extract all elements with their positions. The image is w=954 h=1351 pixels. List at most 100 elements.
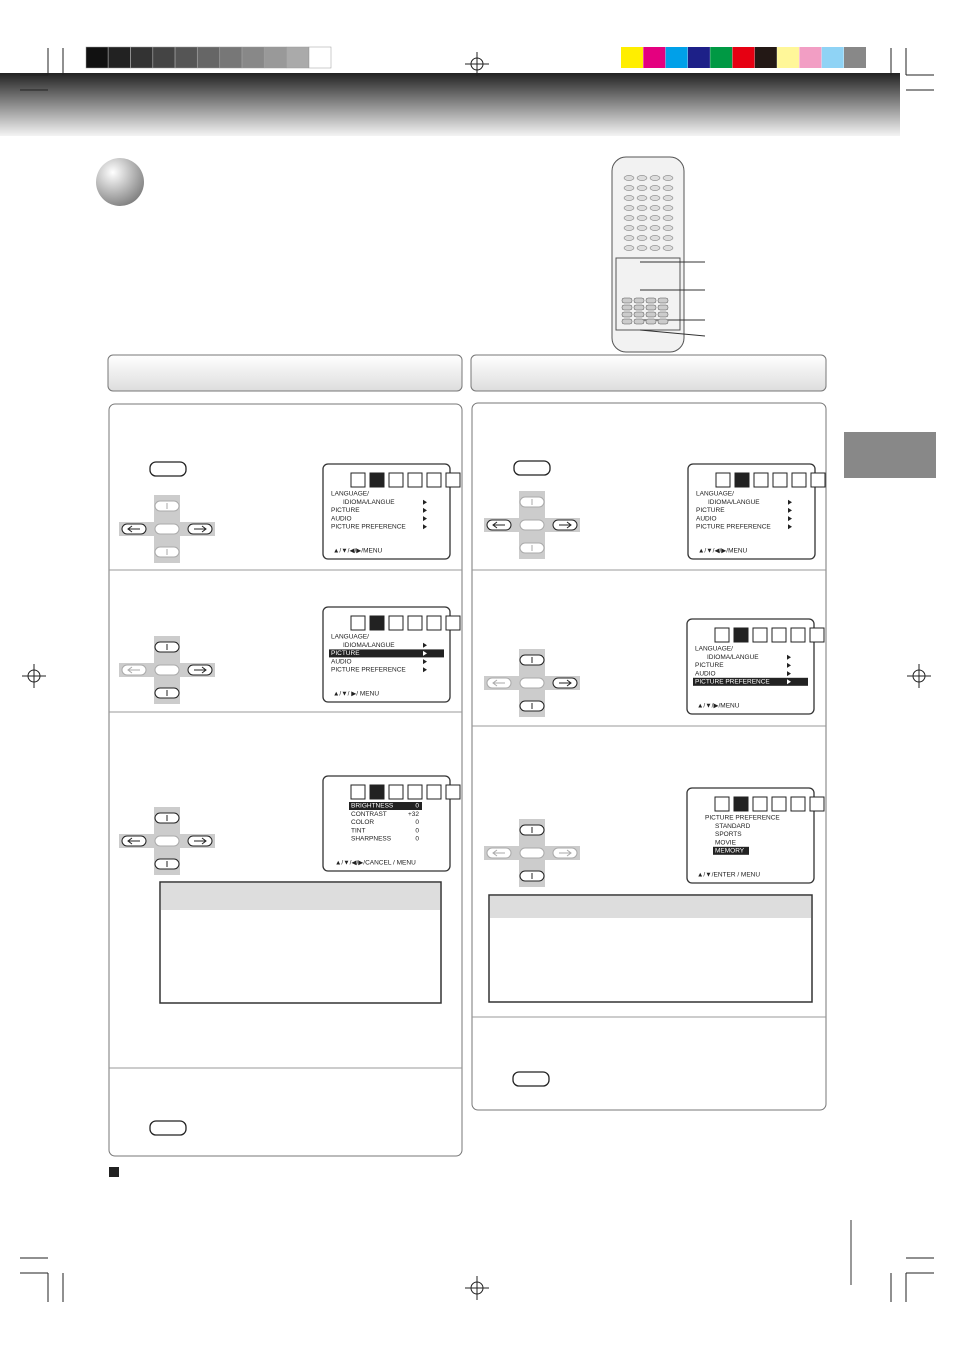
osd-screen — [686, 618, 815, 715]
osd-icon — [810, 472, 826, 488]
osd-value: 0 — [415, 827, 419, 834]
remote-button — [621, 318, 633, 325]
remote-button — [623, 205, 635, 211]
osd-icon — [407, 472, 423, 488]
pad-key — [519, 519, 545, 531]
gray-patch — [85, 46, 109, 69]
osd-item: PICTURE — [696, 507, 725, 514]
color-patch — [665, 47, 688, 68]
remote-button — [662, 225, 674, 231]
osd-item: LANGUAGE/ — [695, 646, 733, 653]
remote-button — [662, 205, 674, 211]
osd-icon — [715, 472, 731, 488]
remote-button — [623, 225, 635, 231]
osd-item: MOVIE — [715, 839, 737, 846]
color-patch — [687, 47, 710, 68]
column-header — [107, 354, 463, 392]
header-band — [0, 73, 900, 136]
osd-item: IDIOMA/LANGUE — [343, 642, 395, 649]
remote-button — [649, 245, 661, 251]
osd-screen — [686, 787, 815, 884]
osd-icon — [426, 472, 442, 488]
remote-button — [662, 215, 674, 221]
color-patch — [799, 47, 822, 68]
osd-item: IDIOMA/LANGUE — [343, 499, 395, 506]
osd-icon — [369, 784, 385, 800]
osd-icon — [752, 627, 768, 643]
color-patch — [821, 47, 844, 68]
note-header — [161, 883, 440, 910]
remote-button — [636, 185, 648, 191]
remote-button — [621, 304, 633, 311]
gray-patch — [241, 46, 265, 69]
remote-button — [657, 297, 669, 304]
osd-arrow — [423, 499, 427, 505]
osd-arrow — [788, 507, 792, 513]
remote-button — [636, 205, 648, 211]
gray-patch — [174, 46, 198, 69]
arrow — [194, 525, 207, 533]
osd-item: PICTURE PREFERENCE — [331, 524, 406, 531]
osd-item: PICTURE — [695, 662, 724, 669]
osd-arrow — [787, 654, 791, 660]
arrow — [559, 679, 572, 687]
osd-arrow — [788, 524, 792, 530]
osd-icon — [369, 615, 385, 631]
arrow — [492, 849, 505, 857]
remote-button — [649, 215, 661, 221]
osd-item: CONTRAST — [351, 811, 387, 818]
osd-arrow — [788, 516, 792, 522]
osd-value: 0 — [415, 836, 419, 843]
remote-button — [623, 235, 635, 241]
remote-button — [633, 318, 645, 325]
osd-icon — [733, 627, 749, 643]
remote-button — [657, 304, 669, 311]
arrow — [127, 666, 140, 674]
remote-button — [623, 175, 635, 181]
color-patch — [621, 47, 643, 68]
remote-button — [636, 225, 648, 231]
osd-footer: ▲/▼/◀/▶/MENU — [698, 548, 748, 555]
osd-item: COLOR — [351, 819, 374, 826]
osd-item: PICTURE PREFERENCE — [331, 667, 406, 674]
note-bullet — [109, 1167, 119, 1177]
osd-arrow — [423, 650, 427, 656]
osd-footer: ▲/▼/▶/MENU — [697, 703, 740, 710]
osd-item: TINT — [351, 827, 365, 834]
osd-item: AUDIO — [695, 670, 716, 677]
remote-button — [633, 297, 645, 304]
osd-icon — [445, 784, 461, 800]
osd-icon — [388, 784, 404, 800]
arrow — [194, 666, 207, 674]
osd-screen — [322, 775, 451, 872]
color-patch — [754, 47, 777, 68]
osd-footer: ▲/▼/ENTER / MENU — [697, 872, 760, 879]
arrow — [127, 525, 140, 533]
remote-button — [662, 185, 674, 191]
section-bullet — [96, 158, 144, 206]
gray-patch — [130, 46, 153, 69]
osd-arrow — [423, 667, 427, 673]
osd-icon — [809, 627, 825, 643]
remote-button — [649, 185, 661, 191]
osd-item: PICTURE — [331, 650, 360, 657]
remote-button — [623, 195, 635, 201]
color-patch — [643, 47, 666, 68]
osd-icon — [771, 627, 787, 643]
osd-item: AUDIO — [331, 658, 352, 665]
osd-icon — [753, 472, 769, 488]
osd-item: IDIOMA/LANGUE — [707, 654, 759, 661]
remote-button — [636, 195, 648, 201]
osd-icon — [407, 784, 423, 800]
remote-button — [623, 215, 635, 221]
column-header — [470, 354, 827, 392]
osd-item: AUDIO — [696, 515, 717, 522]
osd-icon — [426, 615, 442, 631]
osd-icon — [771, 796, 787, 812]
osd-icon — [388, 615, 404, 631]
gray-patch — [108, 46, 131, 69]
osd-arrow — [423, 516, 427, 522]
osd-icon — [752, 796, 768, 812]
osd-value: +32 — [408, 811, 419, 818]
